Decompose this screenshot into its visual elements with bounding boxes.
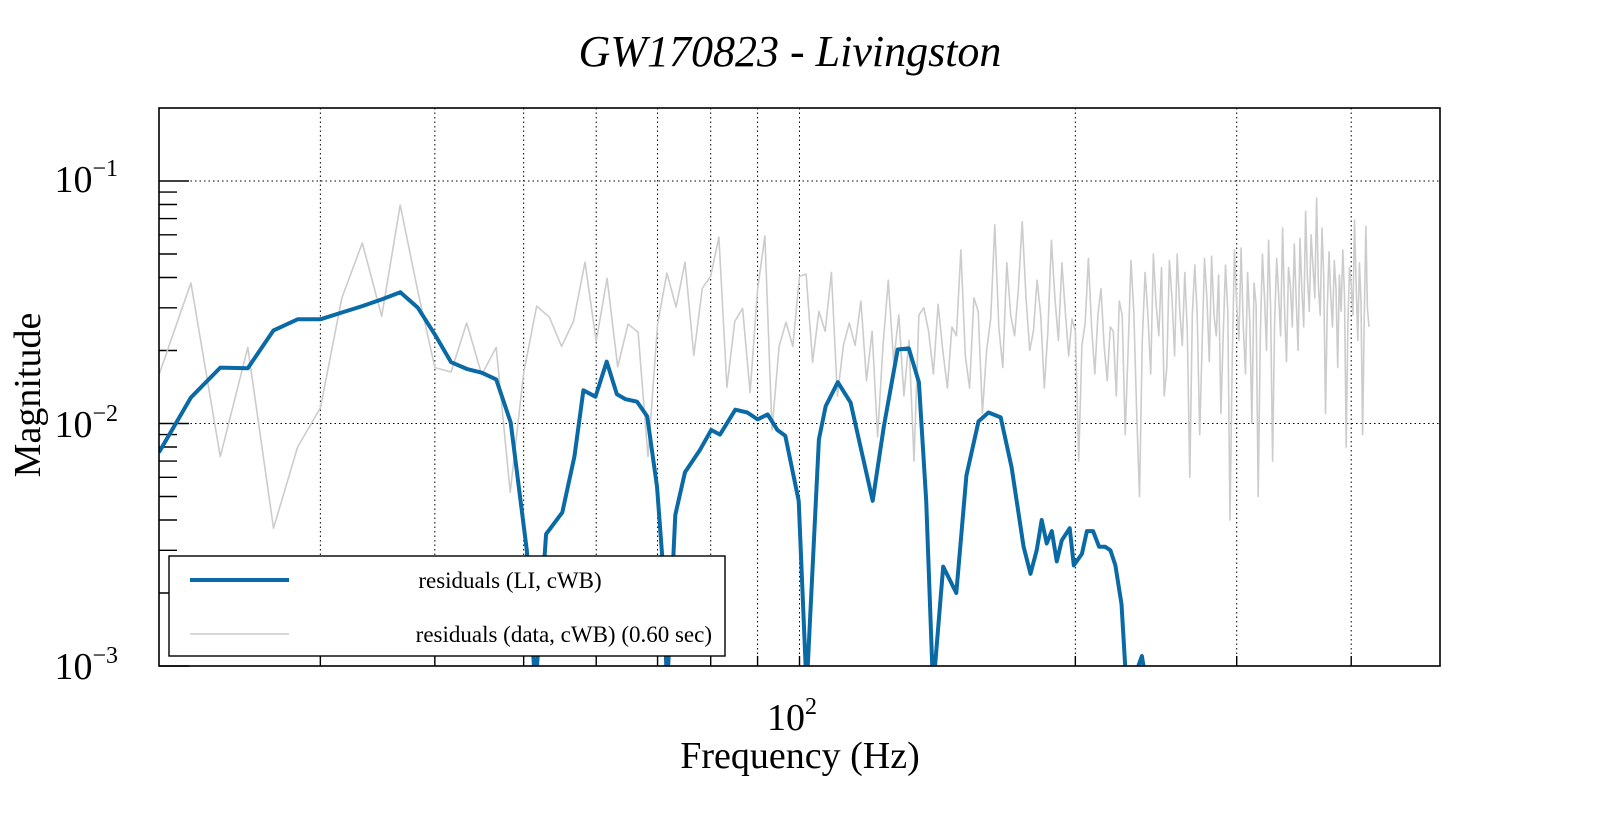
plot-frame: [158, 107, 1441, 667]
chart-title: GW170823 - Livingston: [579, 27, 1002, 76]
legend: residuals (LI, cWB) residuals (data, cWB…: [168, 555, 726, 657]
y-tick-label: 10−1: [54, 156, 118, 201]
y-axis-label: Magnitude: [7, 313, 49, 478]
y-tick-label: 10−3: [54, 643, 118, 688]
y-tick-labels: 10−1 10−2 10−3: [54, 156, 118, 688]
legend-label-data-residuals: residuals (data, cWB) (0.60 sec): [416, 622, 712, 647]
series-line-li-residuals: [159, 290, 1146, 666]
x-tick-label: 102: [767, 694, 817, 739]
y-tick-label: 10−2: [54, 401, 118, 446]
x-axis-label: Frequency (Hz): [680, 735, 920, 777]
legend-label-li-residuals: residuals (LI, cWB): [418, 568, 601, 593]
series-line-data-residuals: [159, 197, 1370, 530]
legend-box: [168, 555, 726, 657]
